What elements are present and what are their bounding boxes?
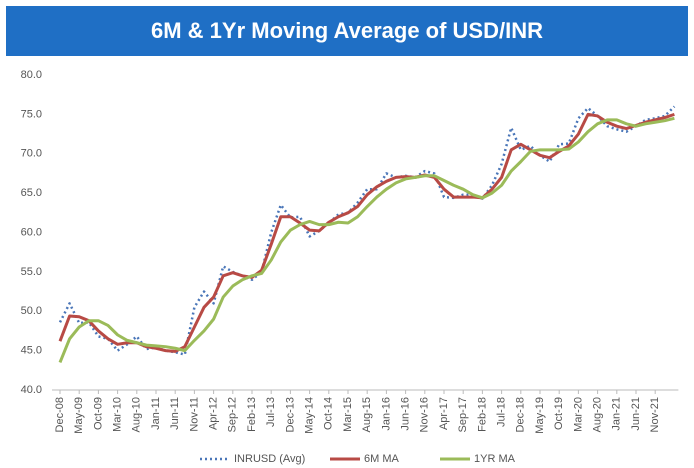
y-tick-label: 70.0	[21, 148, 42, 160]
y-tick-label: 50.0	[21, 305, 42, 317]
legend-label: 6M MA	[364, 453, 400, 465]
y-tick-label: 75.0	[21, 108, 42, 120]
legend-label: INRUSD (Avg)	[234, 453, 305, 465]
x-tick-label: May-14	[304, 397, 316, 434]
line-series	[58, 105, 676, 356]
x-tick-label: Sep-12	[227, 397, 239, 432]
x-tick-label: Sep-17	[457, 397, 469, 432]
y-tick-label: 80.0	[21, 69, 42, 81]
x-tick-label: Jun-16	[400, 397, 412, 431]
y-tick-label: 55.0	[21, 266, 42, 278]
x-tick-label: Apr-12	[208, 397, 220, 430]
title-bar	[6, 6, 688, 56]
x-tick-label: Mar-10	[112, 397, 124, 432]
x-tick-label: Dec-08	[54, 397, 66, 432]
x-tick-label: Oct-09	[92, 397, 104, 430]
x-tick-label: Nov-16	[419, 397, 431, 432]
x-tick-label: Oct-14	[323, 397, 335, 430]
x-tick-label: Jul-13	[265, 397, 277, 427]
legend-label: 1YR MA	[474, 453, 516, 465]
x-tick-label: Aug-20	[592, 397, 604, 432]
x-tick-label: Dec-13	[284, 397, 296, 432]
y-tick-label: 45.0	[21, 345, 42, 357]
x-tick-label: Jan-21	[611, 397, 623, 431]
x-tick-label: Jun-11	[169, 397, 181, 430]
x-tick-label: Nov-21	[649, 397, 661, 432]
x-tick-label: Jan-11	[150, 397, 162, 430]
line-series	[58, 112, 675, 353]
x-tick-label: Mar-15	[342, 397, 354, 432]
x-tick-label: Dec-18	[515, 397, 527, 432]
y-tick-label: 60.0	[21, 226, 42, 238]
x-tick-label: Apr-17	[438, 397, 450, 430]
x-tick-label: Aug-15	[361, 397, 373, 432]
x-tick-label: May-19	[534, 397, 546, 434]
x-tick-label: Aug-10	[131, 397, 143, 432]
y-tick-label: 65.0	[21, 187, 42, 199]
x-tick-label: Jun-21	[630, 397, 642, 431]
x-tick-label: Oct-19	[553, 397, 565, 430]
x-tick-label: Nov-11	[188, 397, 200, 432]
line-series	[58, 116, 675, 364]
y-tick-label: 40.0	[21, 384, 42, 396]
x-tick-label: Jan-16	[380, 397, 392, 431]
x-tick-label: May-09	[73, 397, 85, 434]
x-tick-label: Mar-20	[572, 397, 584, 432]
x-tick-label: Feb-13	[246, 397, 258, 432]
x-tick-label: Feb-18	[476, 397, 488, 432]
x-tick-label: Jul-18	[496, 397, 508, 427]
chart-title: 6M & 1Yr Moving Average of USD/INR	[151, 18, 543, 43]
